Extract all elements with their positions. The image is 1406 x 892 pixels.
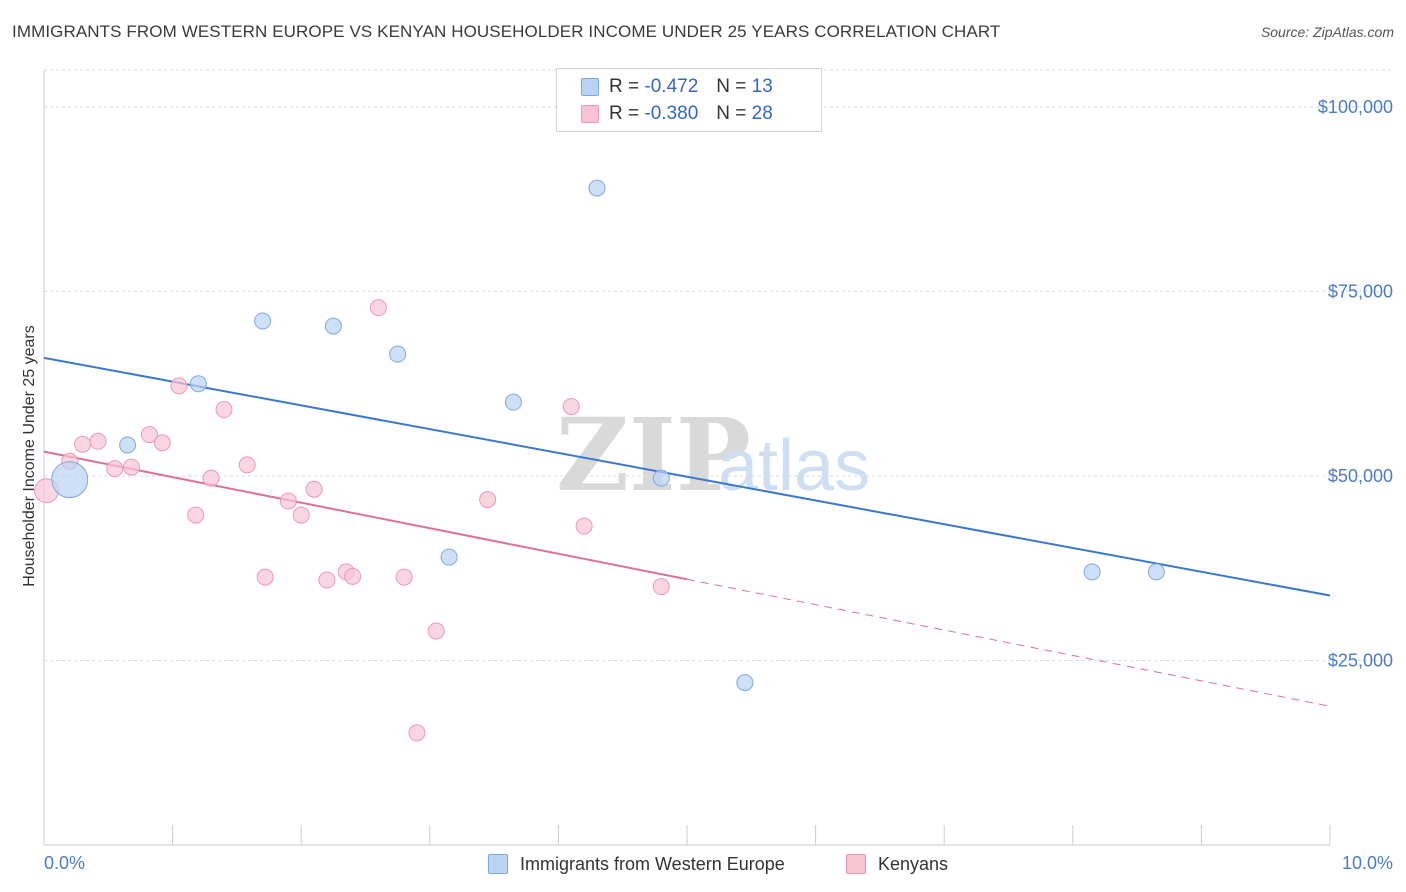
point-kenyans <box>74 435 92 453</box>
point-kenyans <box>140 426 158 444</box>
point-western-europe <box>324 317 342 335</box>
point-kenyans <box>292 506 310 524</box>
point-kenyans <box>238 456 256 474</box>
stats-legend: R = -0.472 N = 13 R = -0.380 N = 28 <box>556 68 822 132</box>
series-swatch-pink <box>846 854 866 874</box>
series-swatch-blue <box>488 854 508 874</box>
point-western-europe <box>1147 563 1165 581</box>
point-kenyans <box>479 491 497 509</box>
point-western-europe <box>254 312 272 330</box>
point-kenyans <box>279 492 297 510</box>
y-tick-label: $25,000 <box>1328 650 1393 670</box>
trend-lines <box>43 356 1331 707</box>
series-legend-western-europe: Immigrants from Western Europe <box>488 852 785 876</box>
point-kenyans <box>369 299 387 317</box>
y-tick-label: $75,000 <box>1328 281 1393 301</box>
point-western-europe <box>189 375 207 393</box>
point-kenyans <box>575 517 593 535</box>
source-label: Source: ZipAtlas.com <box>1260 24 1394 40</box>
legend-n-value: 28 <box>751 103 773 124</box>
series-legend-kenyans: Kenyans <box>846 852 948 876</box>
legend-r-label: R = <box>609 76 640 97</box>
point-kenyans <box>427 622 445 640</box>
watermark-zip: ZIP <box>556 396 751 514</box>
tick-labels: $25,000 $50,000 $75,000 $100,000 0.0% 10.0% <box>44 97 1393 873</box>
point-kenyans <box>395 568 413 586</box>
point-western-europe <box>51 461 89 499</box>
point-western-europe <box>588 179 606 197</box>
x-tick-label: 10.0% <box>1342 853 1393 873</box>
point-kenyans <box>256 568 274 586</box>
data-points <box>34 179 1165 742</box>
y-tick-label: $100,000 <box>1318 97 1393 117</box>
point-kenyans <box>562 398 580 416</box>
legend-n-label: N = <box>716 76 747 97</box>
point-kenyans <box>652 578 670 596</box>
point-kenyans <box>153 434 171 452</box>
x-tick-label: 0.0% <box>44 853 85 873</box>
point-kenyans <box>344 567 362 585</box>
point-western-europe <box>504 393 522 411</box>
legend-r-value: -0.380 <box>644 103 699 124</box>
legend-n-value: 13 <box>751 76 773 97</box>
point-kenyans <box>122 458 140 476</box>
legend-row-western-europe: R = -0.472 N = 13 <box>581 75 773 99</box>
series-legend-label: Kenyans <box>878 853 949 874</box>
watermark-atlas: atlas <box>718 426 870 506</box>
chart-title: IMMIGRANTS FROM WESTERN EUROPE VS KENYAN… <box>12 22 1001 41</box>
point-kenyans <box>215 401 233 419</box>
point-western-europe <box>736 674 754 692</box>
point-western-europe <box>1083 563 1101 581</box>
legend-r-label: R = <box>609 103 640 124</box>
legend-row-kenyans: R = -0.380 N = 28 <box>581 102 773 126</box>
y-tick-label: $50,000 <box>1328 466 1393 486</box>
point-kenyans <box>170 377 188 395</box>
point-western-europe <box>119 436 137 454</box>
point-kenyans <box>305 480 323 498</box>
trend-line-kenyans-extension <box>686 578 1331 707</box>
trend-line-kenyans <box>43 450 688 581</box>
point-western-europe <box>440 548 458 566</box>
series-legend-label: Immigrants from Western Europe <box>520 853 785 874</box>
point-kenyans <box>318 571 336 589</box>
point-kenyans <box>202 469 220 487</box>
legend-n-label: N = <box>716 103 747 124</box>
legend-swatch-pink <box>581 105 599 123</box>
legend-r-value: -0.472 <box>644 76 699 97</box>
grid-lines <box>44 69 1394 661</box>
legend-swatch-blue <box>581 78 599 96</box>
point-kenyans <box>106 460 124 478</box>
trend-line-western-europe <box>43 356 1331 597</box>
point-western-europe <box>652 469 670 487</box>
point-kenyans <box>408 724 426 742</box>
axes <box>43 70 1331 846</box>
y-axis-label: Householder Income Under 25 years <box>21 325 38 586</box>
point-kenyans <box>187 506 205 524</box>
point-kenyans <box>89 432 107 450</box>
point-western-europe <box>389 345 407 363</box>
